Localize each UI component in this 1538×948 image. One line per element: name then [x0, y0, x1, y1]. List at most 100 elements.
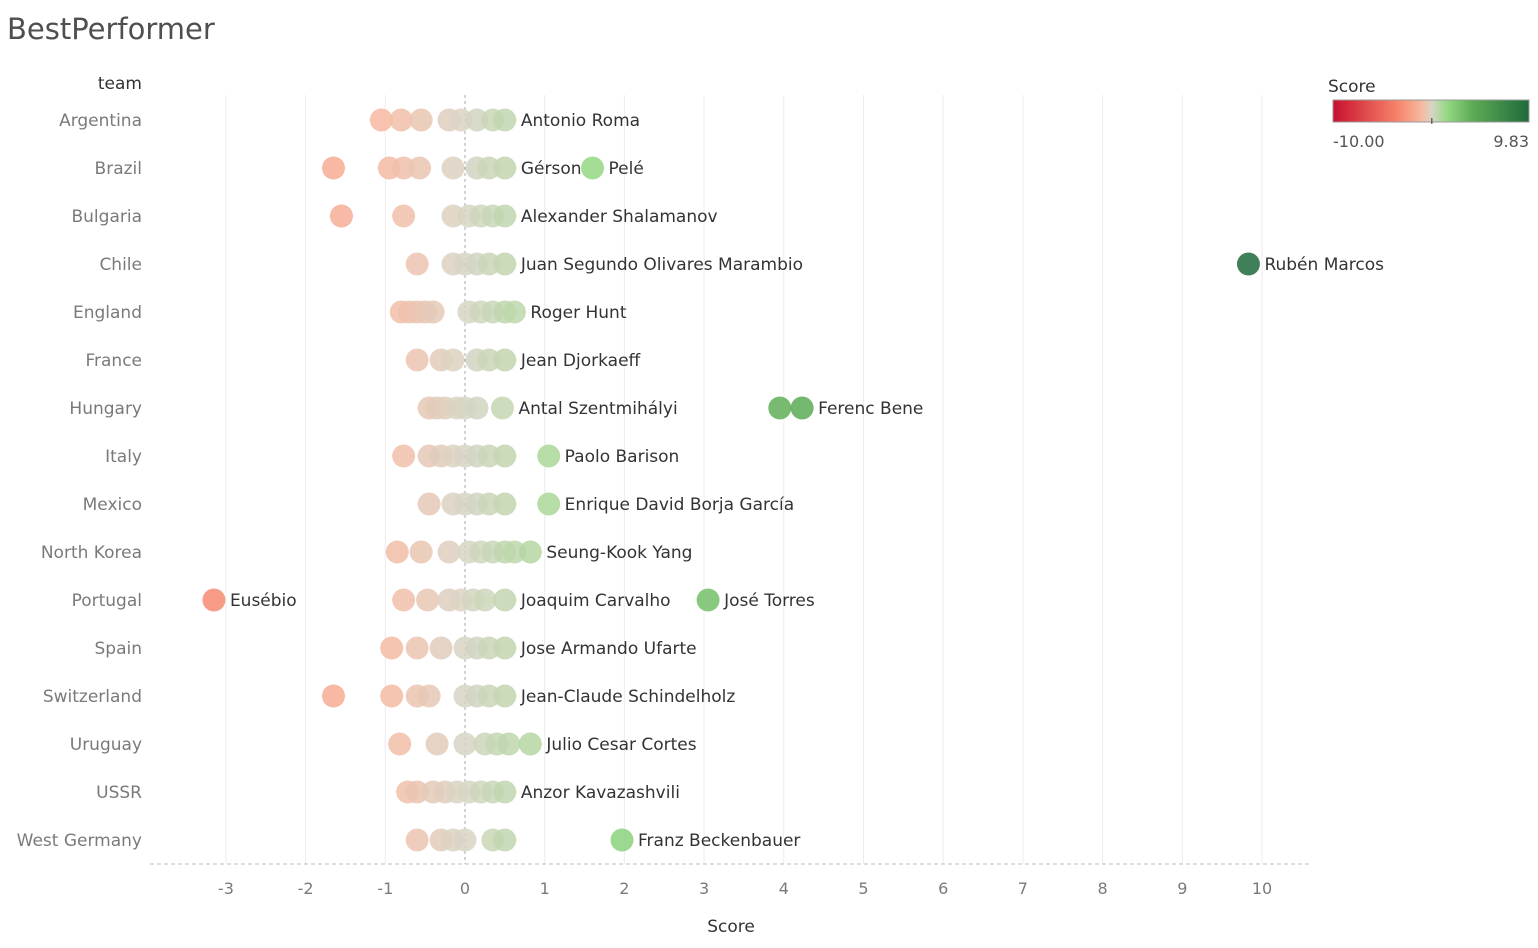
- player-point: [581, 156, 605, 180]
- team-label: England: [73, 303, 142, 323]
- player-name-label: Franz Beckenbauer: [638, 831, 800, 851]
- player-name-label: Anzor Kavazashvili: [521, 783, 680, 803]
- x-tick-label: 6: [938, 879, 948, 898]
- x-tick-label: 4: [779, 879, 789, 898]
- player-point: [477, 636, 501, 660]
- player-point: [405, 636, 429, 660]
- player-point: [768, 396, 792, 420]
- player-point: [477, 156, 501, 180]
- x-tick-label: 0: [460, 879, 470, 898]
- player-name-label: Alexander Shalamanov: [521, 207, 718, 227]
- legend-min-label: -10.00: [1333, 132, 1385, 151]
- team-label: North Korea: [41, 543, 142, 563]
- player-point: [465, 108, 489, 132]
- player-point: [477, 684, 501, 708]
- player-point: [417, 492, 441, 516]
- chart-title: BestPerformer: [7, 12, 215, 46]
- player-point: [321, 156, 345, 180]
- player-point: [493, 780, 517, 804]
- player-name-label: Roger Hunt: [530, 303, 626, 323]
- x-tick-label: 10: [1252, 879, 1272, 898]
- player-point: [416, 588, 440, 612]
- team-label: West Germany: [17, 831, 142, 851]
- player-name-label: Paolo Barison: [565, 447, 680, 467]
- legend-title: Score: [1328, 77, 1376, 97]
- player-point: [321, 684, 345, 708]
- team-label: Argentina: [59, 111, 142, 131]
- legend-color-bar: [1332, 99, 1530, 123]
- player-point: [502, 540, 526, 564]
- player-point: [493, 444, 517, 468]
- player-point: [493, 588, 517, 612]
- player-name-label: José Torres: [723, 591, 815, 611]
- x-tick-label: -2: [298, 879, 314, 898]
- player-point: [537, 492, 561, 516]
- player-point: [1236, 252, 1260, 276]
- player-point: [465, 396, 489, 420]
- player-point: [790, 396, 814, 420]
- team-label: Uruguay: [70, 735, 142, 755]
- team-label: Spain: [95, 639, 143, 659]
- player-point: [477, 348, 501, 372]
- team-label: France: [85, 351, 142, 371]
- player-point: [493, 108, 517, 132]
- legend-max-label: 9.83: [1493, 132, 1529, 151]
- team-label: Italy: [105, 447, 142, 467]
- player-point: [502, 300, 526, 324]
- player-point: [380, 684, 404, 708]
- player-point: [477, 444, 501, 468]
- team-label: Brazil: [95, 159, 142, 179]
- player-point: [518, 732, 542, 756]
- player-name-label: Julio Cesar Cortes: [545, 735, 696, 755]
- player-point: [441, 348, 465, 372]
- team-label: Portugal: [72, 591, 142, 611]
- player-name-label: Gérson: [521, 159, 582, 179]
- player-point: [497, 732, 521, 756]
- player-point: [477, 252, 501, 276]
- player-name-label: Joaquim Carvalho: [520, 591, 671, 611]
- player-name-label: Pelé: [609, 159, 644, 179]
- x-tick-label: 1: [540, 879, 550, 898]
- x-tick-label: -3: [218, 879, 234, 898]
- player-point: [389, 108, 413, 132]
- player-point: [388, 732, 412, 756]
- player-point: [453, 732, 477, 756]
- player-name-label: Eusébio: [230, 591, 297, 611]
- player-name-label: Seung-Kook Yang: [546, 543, 692, 563]
- player-point: [610, 828, 634, 852]
- team-label: Chile: [99, 255, 142, 275]
- player-point: [493, 252, 517, 276]
- x-tick-label: 9: [1177, 879, 1187, 898]
- player-name-label: Jean-Claude Schindelholz: [520, 687, 736, 707]
- player-name-label: Ferenc Bene: [818, 399, 923, 419]
- player-point: [518, 540, 542, 564]
- player-point: [405, 252, 429, 276]
- player-point: [392, 588, 416, 612]
- player-point: [385, 540, 409, 564]
- x-tick-label: -1: [377, 879, 393, 898]
- team-label: Hungary: [69, 399, 142, 419]
- player-point: [493, 828, 517, 852]
- player-point: [380, 636, 404, 660]
- player-point: [493, 348, 517, 372]
- player-point: [441, 156, 465, 180]
- x-tick-label: 5: [858, 879, 868, 898]
- player-point: [493, 684, 517, 708]
- x-tick-label: 8: [1098, 879, 1108, 898]
- player-point: [473, 588, 497, 612]
- player-point: [392, 444, 416, 468]
- player-point: [493, 156, 517, 180]
- x-tick-label: 2: [619, 879, 629, 898]
- player-name-label: Jean Djorkaeff: [520, 351, 642, 371]
- player-point: [202, 588, 226, 612]
- team-label: Mexico: [83, 495, 142, 515]
- player-point: [409, 540, 433, 564]
- player-point: [329, 204, 353, 228]
- player-point: [405, 348, 429, 372]
- player-point: [696, 588, 720, 612]
- player-point: [409, 108, 433, 132]
- player-point: [417, 684, 441, 708]
- player-point: [490, 396, 514, 420]
- player-point: [493, 636, 517, 660]
